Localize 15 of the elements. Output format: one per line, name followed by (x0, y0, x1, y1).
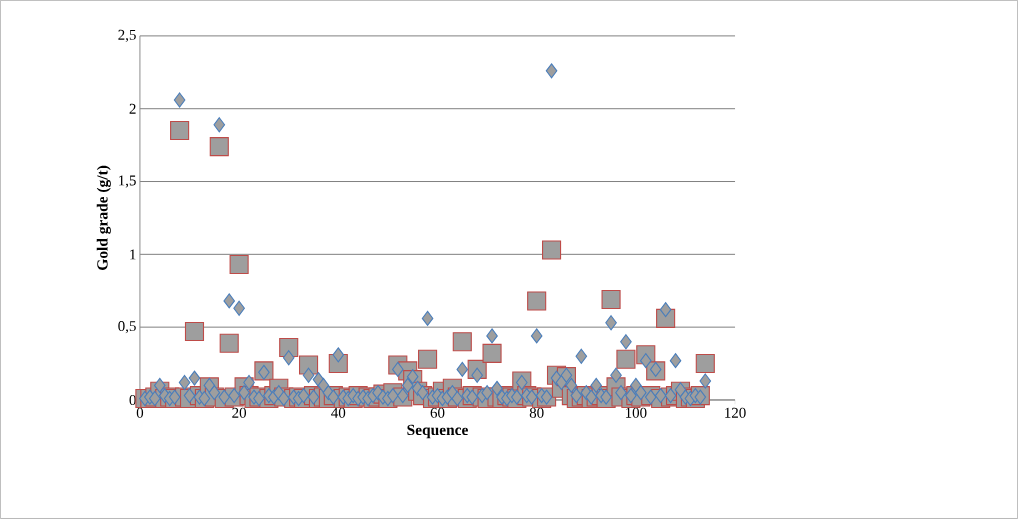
x-tick-label: 100 (625, 407, 647, 418)
y-tick-label: 1 (130, 249, 136, 260)
y-tick-label: 2 (129, 103, 136, 114)
x-axis-title: Sequence (407, 424, 468, 439)
y-tick-label: 0 (129, 394, 136, 406)
y-axis-title: Gold grade (g/t) (96, 165, 111, 270)
x-tick-label: 120 (725, 407, 746, 418)
x-tick-label: 0 (136, 407, 144, 418)
y-tick-label: 0,5 (118, 321, 136, 334)
x-tick-label: 20 (232, 407, 247, 418)
y-tick-label: 1,5 (119, 175, 136, 188)
y-tick-label: 2,5 (118, 29, 136, 43)
x-tick-label: 80 (529, 407, 544, 418)
x-tick-label: 40 (331, 407, 346, 418)
x-tick-label: 60 (430, 407, 445, 418)
